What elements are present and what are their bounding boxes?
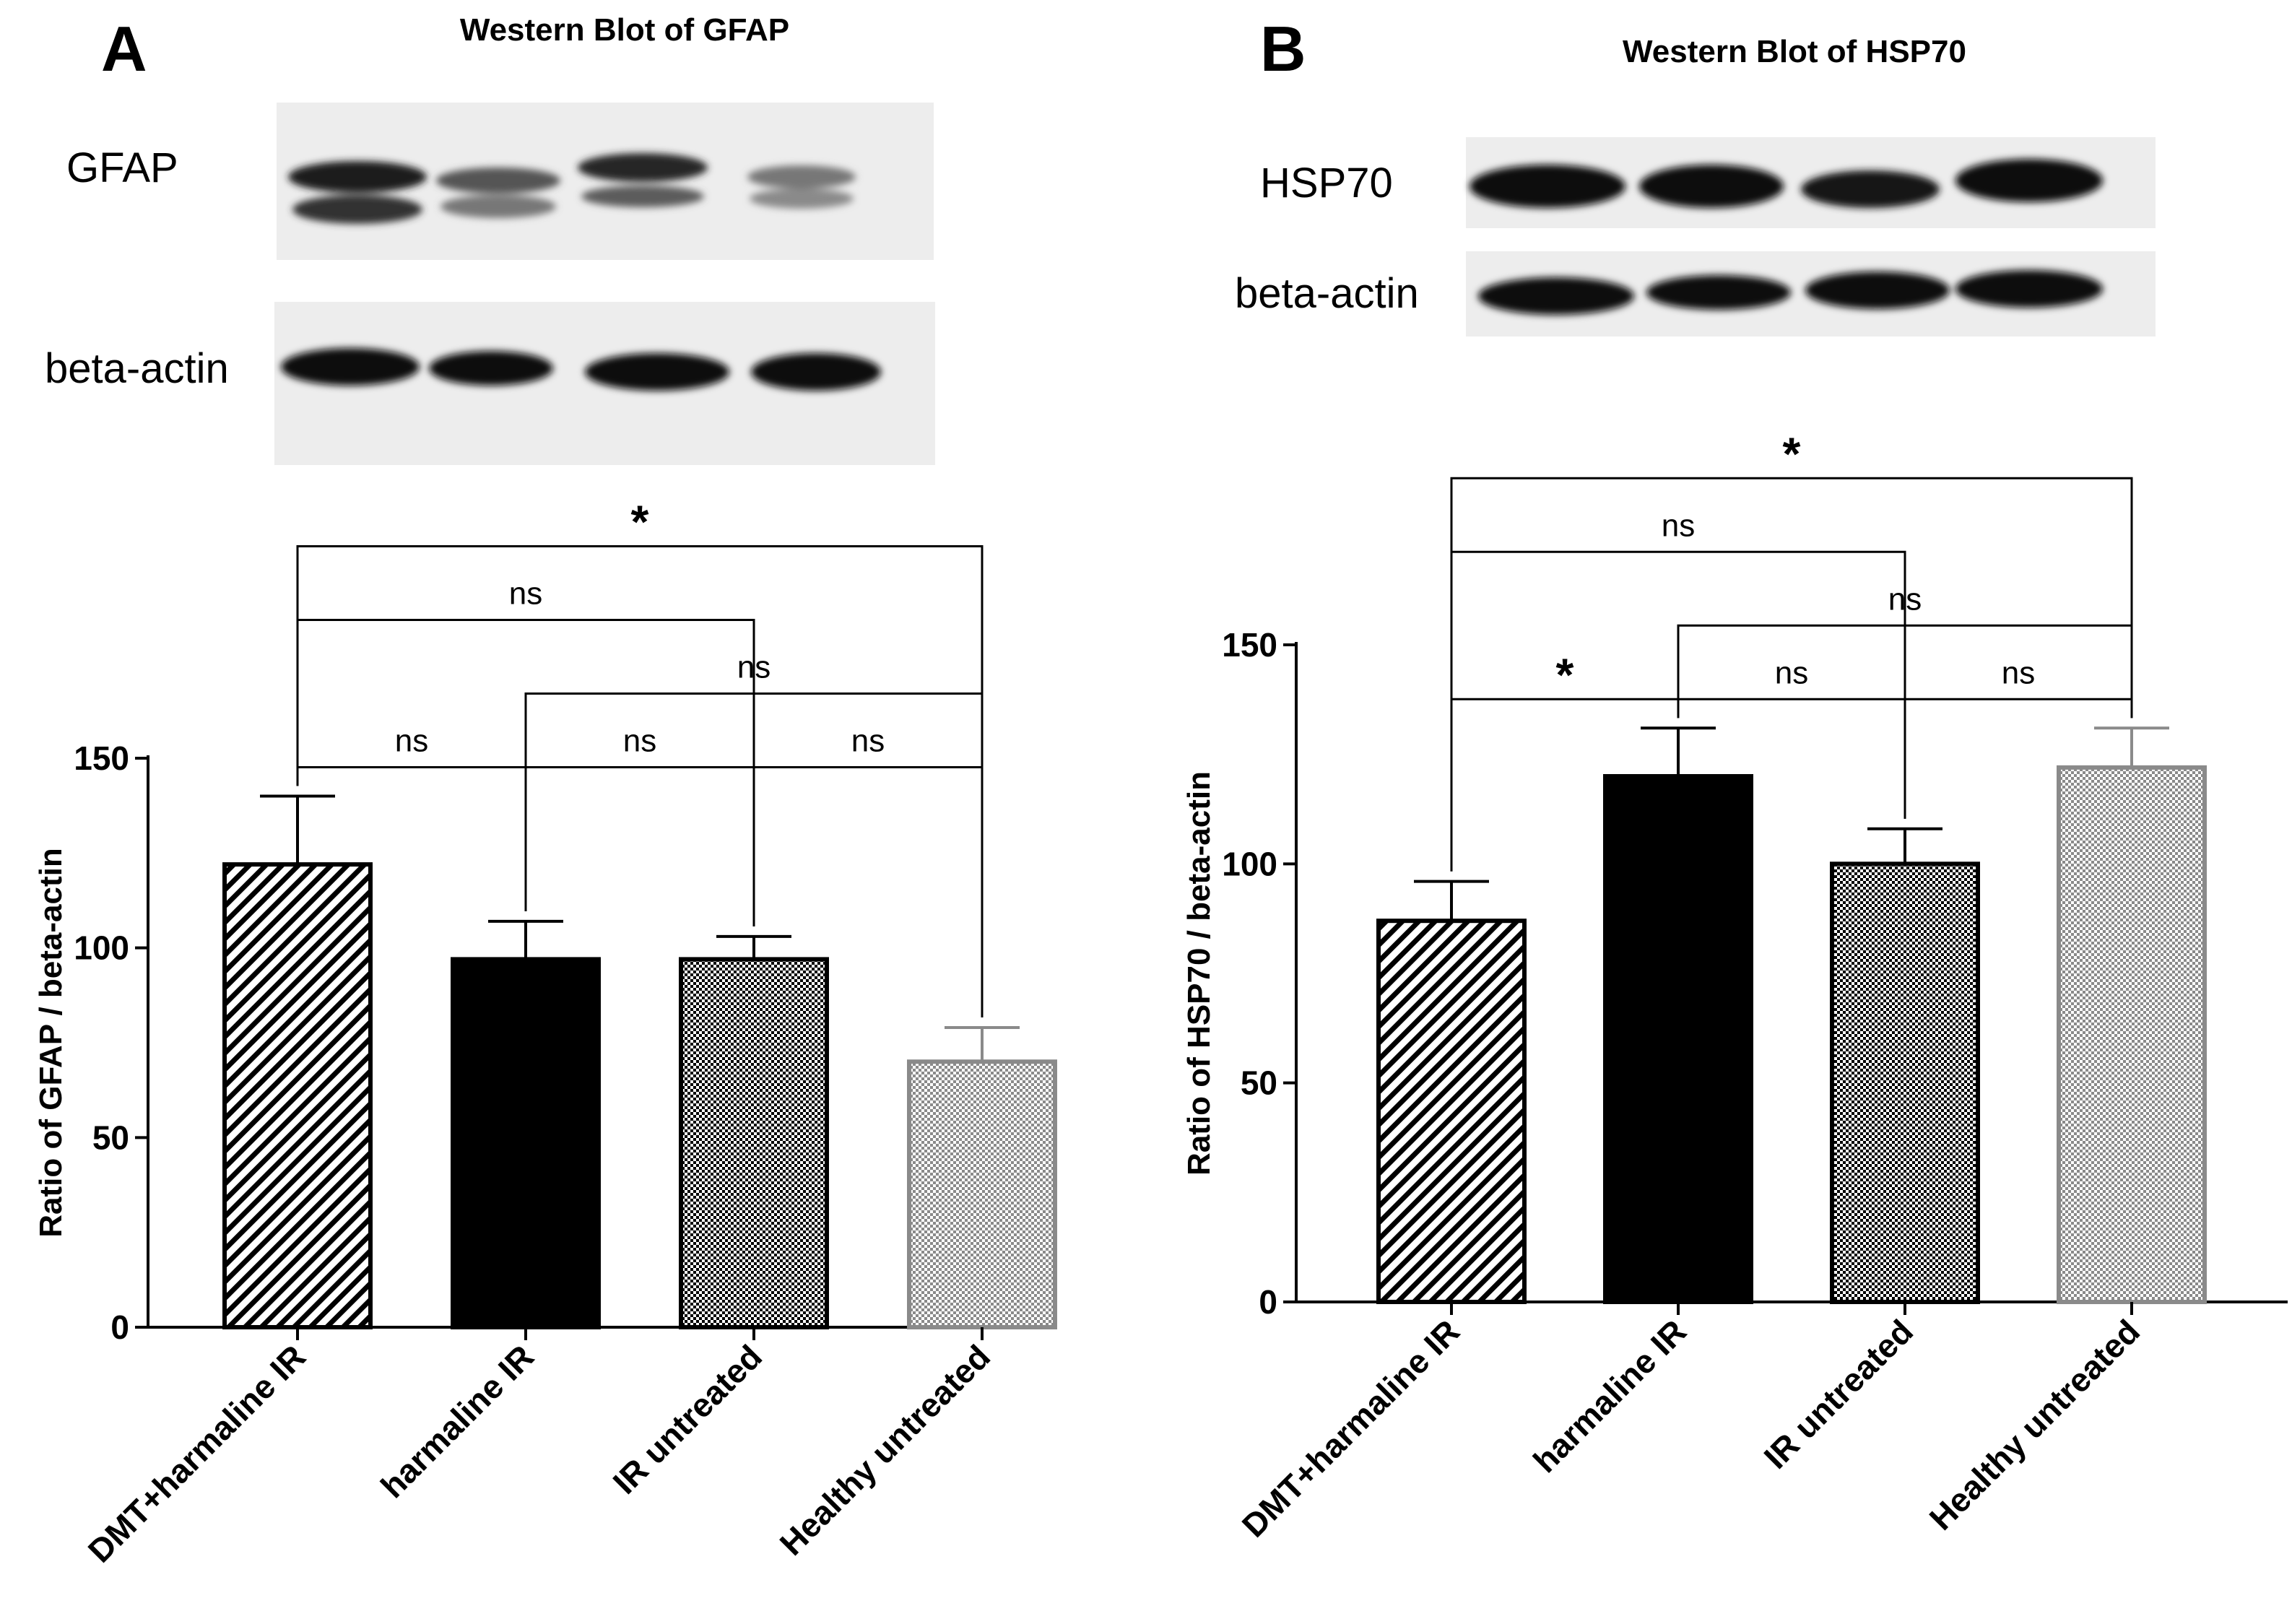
bar-chart-gfap: 0 50 100 150 Ratio of GFAP / beta-actin DMT+h… xyxy=(33,496,1057,1570)
bar xyxy=(1376,919,1527,1304)
blot-title-a: Western Blot of GFAP xyxy=(460,12,789,48)
bar xyxy=(451,957,601,1329)
significance-bracket xyxy=(524,766,755,926)
significance-label: * xyxy=(1556,648,1574,700)
blot-row-label-gfap: GFAP xyxy=(66,144,178,191)
beta-actin-blot-image-b xyxy=(1466,251,2156,336)
y-tick-label: 50 xyxy=(92,1119,129,1156)
significance-label: ns xyxy=(509,576,542,612)
y-axis-title: Ratio of HSP70 / beta-actin xyxy=(1181,771,1217,1176)
blot-row-label-beta-actin-a: beta-actin xyxy=(45,345,229,392)
y-tick-label: 100 xyxy=(1222,845,1277,882)
significance-label: * xyxy=(1783,427,1801,479)
panel-letter-b: B xyxy=(1260,13,1306,84)
blot-title-b: Western Blot of HSP70 xyxy=(1623,34,1966,69)
significance-label: ns xyxy=(2002,655,2035,690)
y-tick-label: 0 xyxy=(1259,1283,1277,1321)
y-tick-label: 100 xyxy=(74,929,129,967)
significance-label: ns xyxy=(1662,508,1695,543)
y-axis-title: Ratio of GFAP / beta-actin xyxy=(33,848,69,1237)
category-label: IR untreated xyxy=(1757,1312,1921,1476)
gfap-blot-image xyxy=(277,103,934,260)
bar xyxy=(1830,861,1980,1305)
significance-label: ns xyxy=(851,724,885,759)
significance-bracket xyxy=(1450,477,2133,872)
category-label: DMT+harmaline IR xyxy=(81,1337,313,1569)
y-tick-label: 150 xyxy=(1222,626,1277,664)
bar xyxy=(679,957,829,1329)
y-tick-label: 150 xyxy=(74,739,129,777)
significance-label: * xyxy=(631,496,649,548)
category-label: harmaline IR xyxy=(373,1337,541,1505)
significance-label: ns xyxy=(623,724,656,759)
hsp70-blot-image xyxy=(1466,137,2156,228)
category-label: Healthy untreated xyxy=(773,1337,998,1563)
bar xyxy=(222,862,373,1330)
bar xyxy=(1603,774,1753,1304)
y-tick-label: 0 xyxy=(110,1308,129,1346)
significance-label: ns xyxy=(1775,655,1808,690)
beta-actin-blot-image-a xyxy=(274,302,935,465)
panel-letter-a: A xyxy=(101,13,147,84)
category-label: DMT+harmaline IR xyxy=(1235,1312,1467,1544)
category-label: Healthy untreated xyxy=(1922,1312,2148,1537)
category-label: harmaline IR xyxy=(1526,1312,1693,1480)
category-label: IR untreated xyxy=(606,1337,770,1501)
y-tick-label: 50 xyxy=(1241,1064,1277,1102)
blot-row-label-hsp70: HSP70 xyxy=(1260,160,1393,207)
significance-bracket xyxy=(296,545,984,1017)
significance-label: ns xyxy=(395,724,428,759)
blot-row-label-beta-actin-b: beta-actin xyxy=(1235,270,1419,317)
bar-chart-hsp70: 0 50 100 150 Ratio of HSP70 / beta-actin DMT+… xyxy=(1181,427,2288,1545)
bar xyxy=(907,1059,1057,1330)
bar xyxy=(2057,765,2207,1305)
